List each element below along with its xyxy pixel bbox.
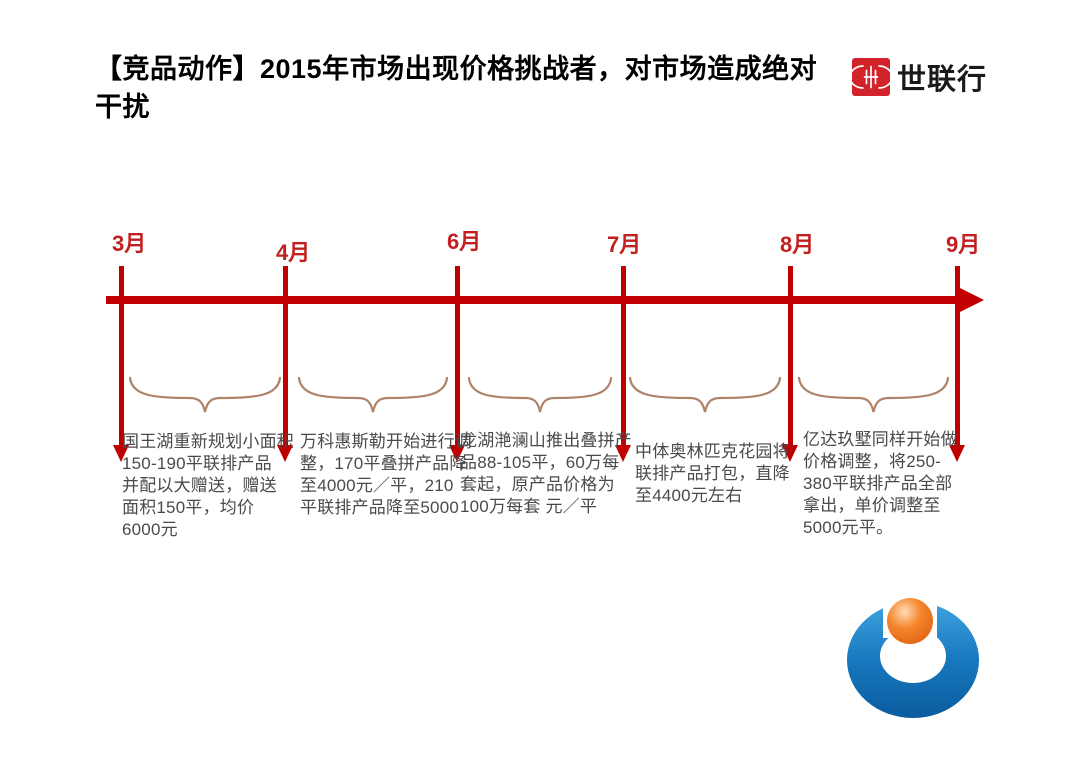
down-arrowhead-icon [615, 445, 631, 462]
down-arrowhead-icon [782, 445, 798, 462]
tick-arrow-6月 [455, 266, 460, 447]
month-label-4: 4月 [276, 240, 311, 265]
slide-title: 【竞品动作】2015年市场出现价格挑战者，对市场造成绝对 干扰 [95, 54, 818, 122]
tick-arrow-3月 [119, 266, 124, 447]
down-arrowhead-icon [277, 445, 293, 462]
timeline-axis [106, 296, 958, 304]
worldunion-emblem-icon [852, 58, 890, 96]
down-arrowhead-icon [949, 445, 965, 462]
down-arrowhead-icon [113, 445, 129, 462]
event-text-april: 万科惠斯勒开始进行调 整，170平叠拼产品降 至4000元／平，210 平联排产… [300, 432, 472, 517]
month-label-3: 3月 [112, 231, 147, 256]
event-text-july: 中体奥林匹克花园将 联排产品打包，直降 至4400元左右 [635, 442, 790, 505]
tick-arrow-7月 [621, 266, 626, 447]
brace-icon [797, 376, 950, 413]
event-text-march: 国王湖重新规划小面积 150-190平联排产品 并配以大赠送，赠送 面积150平… [122, 432, 294, 539]
month-label-8: 8月 [780, 232, 815, 257]
brand-logo: 世联行 [852, 56, 987, 98]
month-label-6: 6月 [447, 229, 482, 254]
month-label-7: 7月 [607, 232, 642, 257]
tick-arrow-8月 [788, 266, 793, 447]
company-ring-logo-icon [847, 596, 979, 718]
brace-icon [128, 376, 282, 413]
event-text-june: 龙湖滟澜山推出叠拼产 品88-105平，60万每 套起，原产品价格为 100万每… [460, 431, 632, 516]
tick-arrow-4月 [283, 266, 288, 447]
brand-name: 世联行 [897, 64, 988, 96]
month-label-9: 9月 [946, 232, 981, 257]
down-arrowhead-icon [449, 445, 465, 462]
timeline-arrowhead-icon [956, 286, 984, 314]
event-text-august: 亿达玖墅同样开始做 价格调整，将250- 380平联排产品全部 拿出，单价调整至… [803, 430, 958, 537]
brace-icon [297, 376, 449, 413]
brace-icon [467, 376, 613, 413]
tick-arrow-9月 [955, 266, 960, 447]
brace-icon [628, 376, 782, 413]
